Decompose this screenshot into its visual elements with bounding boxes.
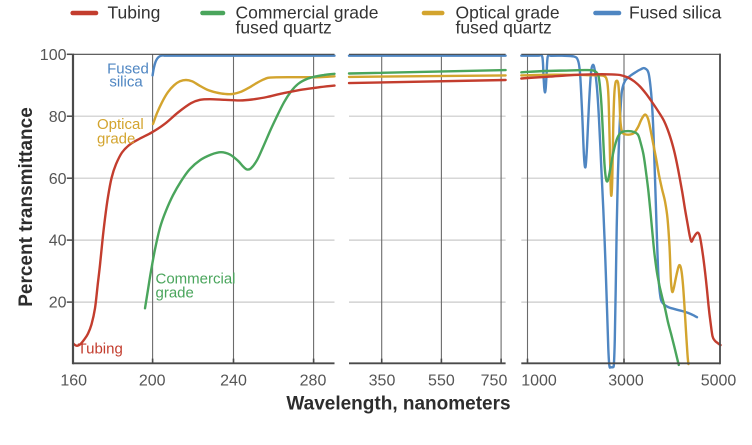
svg-text:Commercial grade: Commercial grade — [236, 3, 379, 23]
svg-text:silica: silica — [109, 74, 143, 91]
svg-text:Tubing: Tubing — [108, 3, 161, 23]
svg-text:Commercial: Commercial — [156, 271, 236, 288]
svg-text:750: 750 — [481, 373, 508, 390]
svg-text:Optical grade: Optical grade — [456, 3, 560, 23]
svg-text:Wavelength, nanometers: Wavelength, nanometers — [286, 394, 510, 415]
svg-text:Fused: Fused — [107, 61, 149, 78]
svg-text:100: 100 — [40, 47, 67, 64]
svg-text:Fused silica: Fused silica — [629, 3, 722, 23]
svg-text:280: 280 — [300, 373, 327, 390]
svg-text:80: 80 — [49, 109, 67, 126]
svg-text:160: 160 — [60, 373, 87, 390]
svg-text:3000: 3000 — [608, 373, 644, 390]
svg-text:fused quartz: fused quartz — [456, 18, 552, 38]
svg-text:240: 240 — [220, 373, 247, 390]
svg-text:grade: grade — [97, 131, 135, 148]
svg-text:350: 350 — [369, 373, 396, 390]
svg-text:60: 60 — [49, 171, 67, 188]
svg-text:200: 200 — [139, 373, 166, 390]
svg-text:550: 550 — [428, 373, 455, 390]
svg-text:fused quartz: fused quartz — [236, 18, 332, 38]
svg-text:Percent transmittance: Percent transmittance — [16, 107, 37, 307]
svg-text:grade: grade — [156, 285, 194, 302]
svg-text:20: 20 — [49, 295, 67, 312]
svg-text:Optical: Optical — [97, 116, 144, 133]
svg-text:40: 40 — [49, 233, 67, 250]
svg-text:Tubing: Tubing — [78, 341, 123, 358]
svg-text:5000: 5000 — [701, 373, 737, 390]
svg-text:1000: 1000 — [521, 373, 557, 390]
